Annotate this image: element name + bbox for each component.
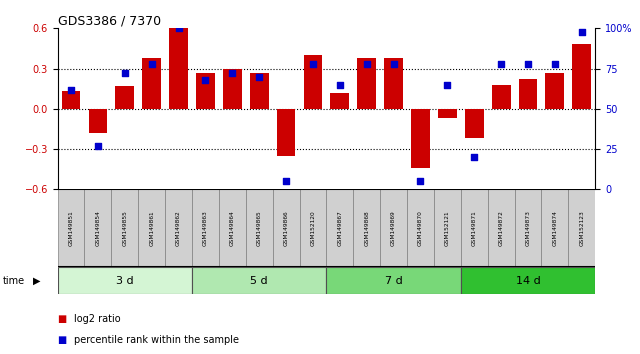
Bar (492, 85, 511, 109)
Text: 5 d: 5 d (250, 275, 268, 286)
Text: GDS3386 / 7370: GDS3386 / 7370 (58, 14, 161, 27)
Text: GSM149851: GSM149851 (68, 211, 74, 246)
Bar (84, 189, 111, 267)
Bar (219, 189, 246, 267)
Point (147, 61, 157, 67)
Text: 3 d: 3 d (116, 275, 134, 286)
Bar (488, 189, 515, 267)
Bar (246, 189, 273, 267)
Point (469, 154, 479, 160)
Point (227, 70, 237, 76)
Bar (357, 58, 376, 109)
Bar (461, 267, 595, 294)
Bar (545, 73, 564, 109)
Bar (572, 45, 591, 109)
Bar (58, 267, 192, 294)
Bar (115, 86, 134, 109)
Point (281, 178, 291, 184)
Point (254, 74, 264, 80)
Bar (169, 28, 188, 109)
Point (442, 82, 452, 87)
Bar (380, 189, 407, 267)
Bar (61, 91, 81, 109)
Point (550, 61, 560, 67)
Point (120, 70, 130, 76)
Bar (465, 109, 484, 138)
Bar (515, 189, 541, 267)
Bar (138, 189, 165, 267)
Bar (58, 189, 84, 267)
Point (362, 61, 372, 67)
Text: GSM149866: GSM149866 (284, 211, 289, 246)
Bar (438, 109, 457, 118)
Text: GSM149870: GSM149870 (418, 210, 423, 246)
Bar (434, 189, 461, 267)
Bar (196, 73, 215, 109)
Bar (192, 189, 219, 267)
Text: GSM149872: GSM149872 (499, 210, 504, 246)
Point (200, 77, 211, 83)
Bar (326, 189, 353, 267)
Text: ■: ■ (58, 335, 67, 345)
Bar (192, 267, 326, 294)
Bar (303, 55, 323, 109)
Bar (518, 79, 538, 109)
Text: GSM149869: GSM149869 (391, 211, 396, 246)
Text: GSM149867: GSM149867 (337, 211, 342, 246)
Text: GSM149862: GSM149862 (176, 211, 181, 246)
Text: GSM149864: GSM149864 (230, 211, 235, 246)
Bar (411, 109, 430, 168)
Text: GSM149854: GSM149854 (95, 210, 100, 246)
Text: GSM149868: GSM149868 (364, 211, 369, 246)
Bar (273, 189, 300, 267)
Text: GSM152120: GSM152120 (310, 211, 316, 246)
Text: GSM149874: GSM149874 (552, 210, 557, 246)
Text: GSM149863: GSM149863 (203, 211, 208, 246)
Bar (250, 73, 269, 109)
Text: ▶: ▶ (33, 275, 41, 286)
Bar (165, 189, 192, 267)
Text: GSM152121: GSM152121 (445, 211, 450, 246)
Point (577, 29, 587, 34)
Text: GSM152123: GSM152123 (579, 211, 584, 246)
Text: time: time (3, 275, 26, 286)
Bar (326, 267, 461, 294)
Point (388, 61, 399, 67)
Point (173, 25, 184, 31)
Text: GSM149855: GSM149855 (122, 210, 127, 246)
Bar (461, 189, 488, 267)
Text: log2 ratio: log2 ratio (74, 314, 120, 324)
Bar (384, 58, 403, 109)
Text: GSM149861: GSM149861 (149, 211, 154, 246)
Text: percentile rank within the sample: percentile rank within the sample (74, 335, 239, 345)
Bar (276, 109, 296, 156)
Bar (407, 189, 434, 267)
Point (496, 61, 506, 67)
Bar (568, 189, 595, 267)
Bar (223, 69, 242, 109)
Text: 14 d: 14 d (516, 275, 540, 286)
Text: GSM149865: GSM149865 (257, 211, 262, 246)
Bar (142, 58, 161, 109)
Text: 7 d: 7 d (385, 275, 403, 286)
Point (308, 61, 318, 67)
Text: GSM149873: GSM149873 (525, 210, 531, 246)
Text: ■: ■ (58, 314, 67, 324)
Point (66, 87, 76, 92)
Point (93, 143, 103, 149)
Point (335, 82, 345, 87)
Bar (88, 109, 108, 133)
Point (415, 178, 426, 184)
Bar (353, 189, 380, 267)
Text: GSM149871: GSM149871 (472, 211, 477, 246)
Bar (330, 93, 349, 109)
Bar (300, 189, 326, 267)
Point (523, 61, 533, 67)
Bar (111, 189, 138, 267)
Bar (541, 189, 568, 267)
